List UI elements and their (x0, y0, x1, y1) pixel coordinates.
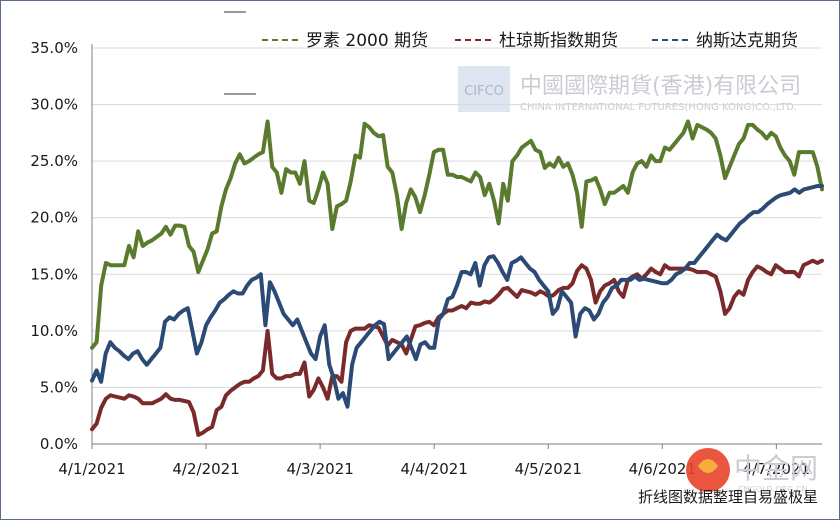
y-tick-label: 30.0% (30, 96, 78, 114)
y-tick-label: 10.0% (30, 322, 78, 340)
legend-label-1: 杜琼斯指数期货 (499, 31, 618, 51)
company-name-en: CHINA INTERNATIONAL FUTURES(HONG KONG)CO… (520, 102, 797, 113)
y-tick-label: 25.0% (30, 152, 78, 170)
y-tick-label: 15.0% (30, 265, 78, 283)
series-group (90, 119, 824, 437)
cngold-watermark: 中金网 CNGOLD.ORG.CN (686, 448, 818, 494)
x-tick-label: 4/3/2021 (286, 460, 353, 478)
series-line-1 (90, 258, 824, 437)
legend: 罗素 2000 期货 杜琼斯指数期货 纳斯达克期货 (262, 31, 798, 51)
x-tick-label: 4/6/2021 (629, 460, 696, 478)
y-tick-label: 0.0% (40, 435, 78, 453)
grid (92, 47, 822, 388)
cngold-site-url: CNGOLD.ORG.CN (738, 485, 807, 494)
x-tick-label: 4/7/2021 (743, 460, 810, 478)
x-tick-label: 4/4/2021 (401, 460, 468, 478)
legend-label-0: 罗素 2000 期货 (306, 31, 428, 51)
y-tick-label: 20.0% (30, 209, 78, 227)
y-tick-label: 35.0% (30, 39, 78, 57)
cifco-logo-text: CIFCO (464, 84, 504, 99)
axes: 0.0% 5.0% 10.0% 15.0% 20.0% 25.0% 30.0% 35.0% 4/… (30, 39, 822, 478)
company-name-cn: 中國國際期貨(香港)有限公司 (520, 74, 801, 99)
cifco-watermark: CIFCO 中國國際期貨(香港)有限公司 CHINA INTERNATIONAL… (458, 66, 801, 113)
x-tick-label: 4/5/2021 (515, 460, 582, 478)
y-tick-label: 5.0% (40, 378, 78, 396)
series-line-2 (90, 184, 824, 409)
x-tick-label: 4/2/2021 (172, 460, 239, 478)
legend-label-2: 纳斯达克期货 (696, 31, 798, 51)
series-line-0 (90, 119, 824, 350)
x-tick-label: 4/1/2021 (58, 460, 125, 478)
chart-caption: 折线图数据整理自易盛极星 (638, 488, 818, 506)
cngold-logo-swirl-icon (698, 459, 718, 473)
cngold-site-name: 中金网 (734, 452, 818, 485)
